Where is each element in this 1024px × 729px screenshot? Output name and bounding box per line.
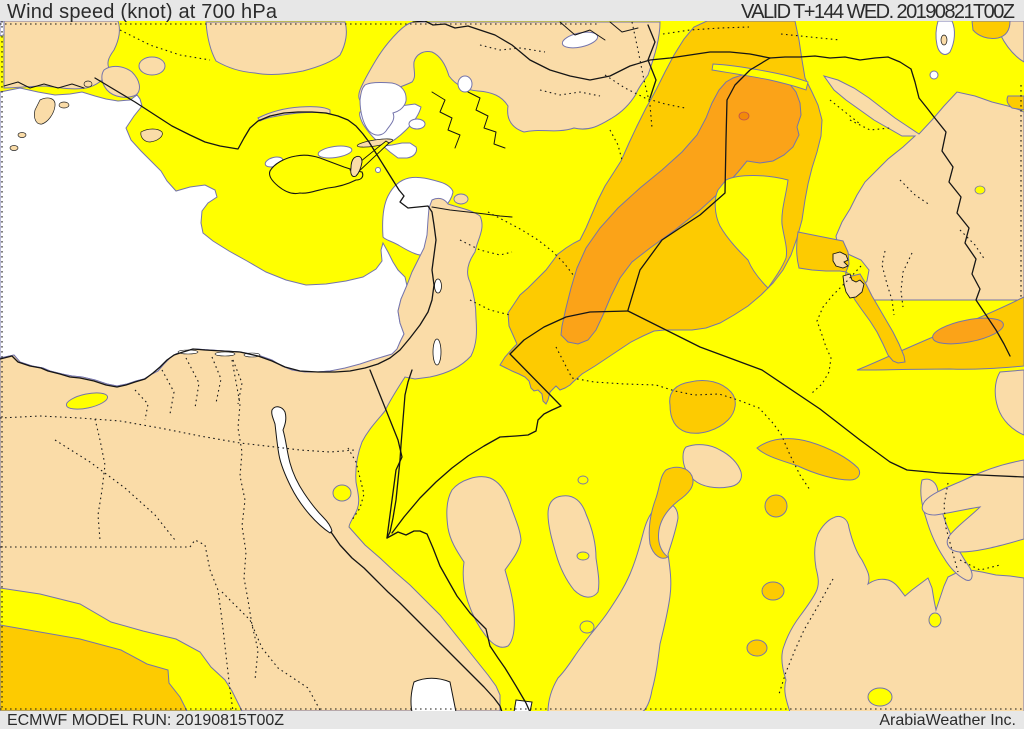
svg-text:VALID T+144 WED. 20190821T00Z: VALID T+144 WED. 20190821T00Z: [741, 1, 1015, 23]
svg-text:Wind speed (knot) at 700 hPa: Wind speed (knot) at 700 hPa: [7, 1, 278, 23]
svg-text:ECMWF MODEL RUN: 20190815T00Z: ECMWF MODEL RUN: 20190815T00Z: [7, 712, 284, 729]
svg-text:ArabiaWeather Inc.: ArabiaWeather Inc.: [879, 712, 1016, 729]
